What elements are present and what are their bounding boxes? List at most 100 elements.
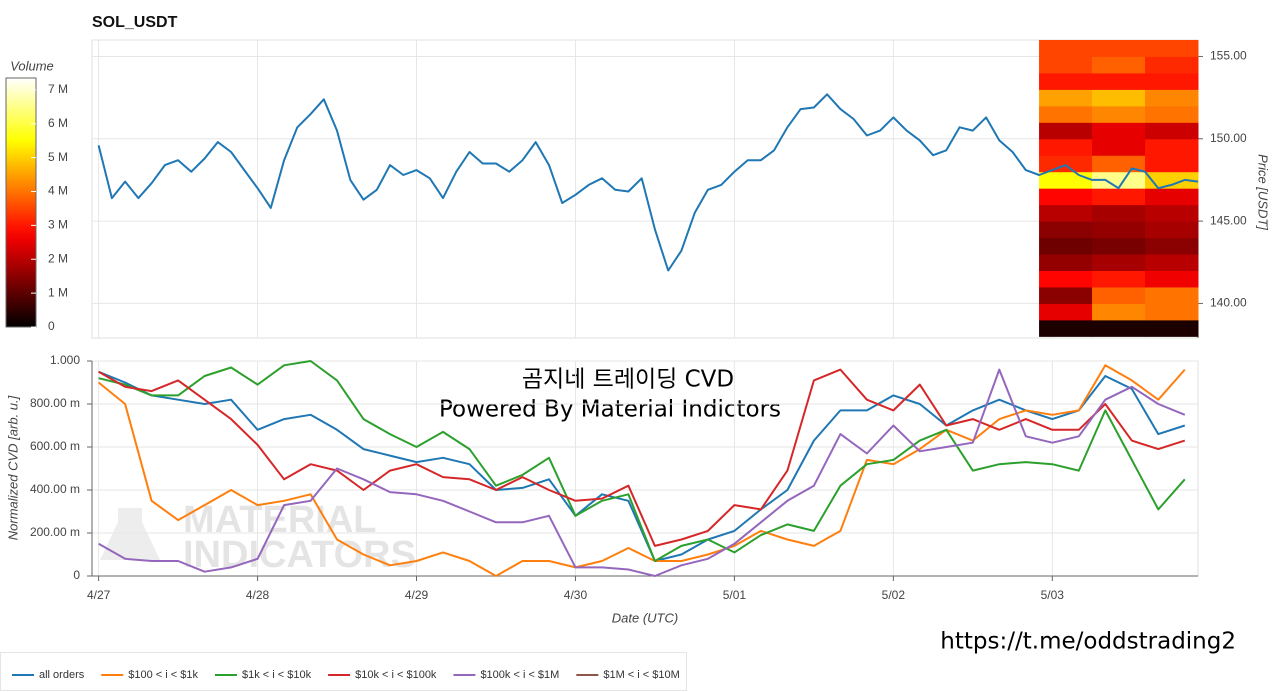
heatmap-cell <box>1092 303 1146 321</box>
colorbar-tick-label: 7 M <box>48 82 68 96</box>
heatmap-cell <box>1092 89 1146 107</box>
heatmap-cell <box>1145 204 1199 222</box>
heatmap-cell <box>1092 221 1146 239</box>
heatmap-cell <box>1145 237 1199 255</box>
colorbar-tick-label: 4 M <box>48 184 68 198</box>
heatmap-cell <box>1145 138 1199 156</box>
heatmap-cell <box>1039 237 1093 255</box>
heatmap-cell <box>1039 188 1093 206</box>
heatmap-cell <box>1039 221 1093 239</box>
y-tick-label: 155.00 <box>1210 49 1247 63</box>
heatmap-cell <box>1092 319 1146 337</box>
heatmap-cell <box>1039 56 1093 74</box>
heatmap-cell <box>1092 286 1146 304</box>
y-tick-label: 0 <box>73 568 80 582</box>
colorbar-tick-label: 0 <box>48 319 55 333</box>
legend-label: $1M < i < $10M <box>603 669 679 681</box>
y-tick-label: 140.00 <box>1210 296 1247 310</box>
heatmap-cell <box>1145 122 1199 140</box>
heatmap-cell <box>1145 171 1199 189</box>
heatmap-cell <box>1145 303 1199 321</box>
heatmap-cell <box>1039 254 1093 271</box>
heatmap-cell <box>1145 72 1199 90</box>
heatmap-cell <box>1039 286 1093 304</box>
heatmap-cell <box>1092 171 1146 189</box>
heatmap-cell <box>1145 286 1199 304</box>
watermark-logo <box>100 508 160 560</box>
heatmap-cell <box>1039 138 1093 156</box>
heatmap-cell <box>1092 204 1146 222</box>
legend-label: $100k < i < $1M <box>480 669 559 681</box>
heatmap-cell <box>1145 89 1199 107</box>
heatmap-cell <box>1092 188 1146 206</box>
y-tick-label: 800.00 m <box>30 396 80 410</box>
colorbar-tick-label: 1 M <box>48 285 68 299</box>
line-series <box>98 370 1186 562</box>
heatmap-cell <box>1092 122 1146 140</box>
heatmap-cell <box>1039 122 1093 140</box>
heatmap-cell <box>1039 72 1093 90</box>
heatmap-cell <box>1039 89 1093 107</box>
heatmap-cell <box>1092 105 1146 123</box>
legend-label: $1k < i < $10k <box>242 669 312 681</box>
heatmap-cell <box>1145 155 1199 173</box>
heatmap-cell <box>1092 270 1146 288</box>
x-axis-label: Date (UTC) <box>612 610 678 625</box>
legend-label: all orders <box>39 669 85 681</box>
x-tick-label: 4/30 <box>564 588 588 602</box>
heatmap-cell <box>1039 171 1093 189</box>
heatmap-cell <box>1145 40 1199 57</box>
heatmap-cell <box>1092 237 1146 255</box>
heatmap-cell <box>1145 56 1199 74</box>
watermark: MATERIAL <box>183 499 377 541</box>
colorbar <box>5 77 37 328</box>
y-tick-label: 200.00 m <box>30 525 80 539</box>
heatmap-cell <box>1092 254 1146 271</box>
y-tick-label: 400.00 m <box>30 482 80 496</box>
y-tick-label: 600.00 m <box>30 439 80 453</box>
colorbar-tick-label: 6 M <box>48 116 68 130</box>
line-series <box>98 360 1186 562</box>
legend-label: $100 < i < $1k <box>128 669 198 681</box>
legend-label: $10k < i < $100k <box>355 669 437 681</box>
line-series <box>98 368 1186 547</box>
x-tick-label: 4/28 <box>246 588 270 602</box>
heatmap-cell <box>1092 72 1146 90</box>
heatmap-cell <box>1039 40 1093 57</box>
heatmap-cell <box>1145 254 1199 271</box>
x-tick-label: 4/29 <box>405 588 429 602</box>
annotation: Powered By Material Indictors <box>439 397 781 423</box>
x-tick-label: 5/01 <box>723 588 747 602</box>
x-tick-label: 5/03 <box>1041 588 1065 602</box>
x-tick-label: 4/27 <box>87 588 111 602</box>
heatmap-cell <box>1039 319 1093 337</box>
heatmap-cell <box>1145 270 1199 288</box>
heatmap-cell <box>1145 188 1199 206</box>
colorbar-tick-label: 3 M <box>48 218 68 232</box>
y-tick-label: 150.00 <box>1210 131 1247 145</box>
heatmap-cell <box>1039 105 1093 123</box>
y-tick-label: 1.000 <box>50 353 80 367</box>
y-tick-label: 145.00 <box>1210 213 1247 227</box>
heatmap-cell <box>1039 155 1093 173</box>
colorbar-title: Volume <box>10 58 54 73</box>
legend-box <box>0 652 687 691</box>
heatmap-cell <box>1145 319 1199 337</box>
colorbar-tick-label: 2 M <box>48 251 68 265</box>
heatmap-cell <box>1039 303 1093 321</box>
heatmap-cell <box>1092 56 1146 74</box>
y-axis-label: Price [USDT] <box>1256 154 1271 230</box>
y-axis-label: Normalized CVD [arb. u.] <box>5 395 20 540</box>
heatmap-cell <box>1039 204 1093 222</box>
line-series <box>97 93 1199 272</box>
colorbar-tick-label: 5 M <box>48 150 68 164</box>
annotation: https://t.me/oddstrading2 <box>940 629 1236 655</box>
line-series <box>98 368 1186 577</box>
line-series <box>97 364 1186 577</box>
x-tick-label: 5/02 <box>882 588 906 602</box>
annotation: 곰지네 트레이딩 CVD <box>522 367 734 393</box>
heatmap-cell <box>1145 105 1199 123</box>
heatmap-cell <box>1145 221 1199 239</box>
heatmap-cell <box>1039 270 1093 288</box>
